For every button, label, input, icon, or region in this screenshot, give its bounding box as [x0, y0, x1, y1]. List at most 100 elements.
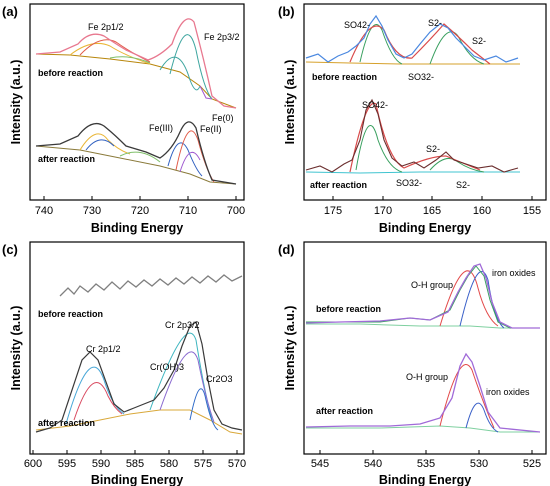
panel-a-ylabel: Intensity (a.u.)	[9, 60, 23, 145]
panel-d-before-fit	[306, 265, 540, 329]
panel-a: (a) Intensity (a.u.) Binding Energy 740 …	[2, 3, 245, 235]
panel-a-before-background	[35, 53, 237, 109]
panel-c-ticks: 600 595 590 585 580 575 570	[24, 450, 246, 470]
panel-a-xlabel: Binding Energy	[91, 221, 183, 235]
panel-d-xtick-label: 525	[523, 458, 541, 470]
panel-d-frame	[303, 241, 547, 455]
panel-a-annot-after: after reaction	[38, 154, 95, 164]
panel-b-after-baseline	[305, 171, 520, 174]
panel-a-after-raw	[35, 121, 237, 185]
panel-a-annot-fe2p12: Fe 2p1/2	[88, 22, 124, 32]
panel-a-annot-before: before reaction	[38, 68, 103, 78]
panel-c-xtick-label: 595	[58, 458, 76, 470]
panel-c-after-raw	[35, 321, 243, 433]
panel-c-annotations: before reaction Cr 2p3/2 Cr 2p1/2 Cr(OH)…	[38, 309, 233, 428]
panel-c-label: (c)	[2, 242, 18, 257]
panel-a-plot	[35, 18, 237, 185]
panel-c-annot-croh3: Cr(OH)3	[150, 362, 184, 372]
panel-a-after-component	[167, 142, 203, 177]
panel-d-after-oh-component	[439, 364, 495, 429]
panel-a-before-component	[199, 85, 213, 100]
panel-b-after-component	[355, 125, 403, 173]
panel-b-before-raw	[305, 14, 519, 63]
panel-d-after-raw	[305, 352, 541, 433]
panel-b-annot-s2-bot-1: S2-	[426, 144, 440, 154]
panel-d-after-baseline	[306, 425, 540, 433]
panel-a-after-component	[175, 130, 215, 183]
panel-b-label: (b)	[278, 4, 295, 19]
panel-b-frame	[303, 3, 547, 201]
panel-a-annot-feIII: Fe(III)	[149, 123, 173, 133]
panel-c-component	[189, 388, 219, 431]
panel-c-frame	[29, 241, 245, 455]
panel-c-annot-cr2p32: Cr 2p3/2	[165, 320, 200, 330]
panel-d-before-raw	[305, 263, 540, 329]
panel-a-xtick-label: 720	[131, 205, 149, 217]
panel-b-xtick-label: 155	[523, 205, 541, 217]
panel-a-after-component	[119, 151, 161, 163]
panel-b-before-component	[359, 24, 403, 65]
panel-c: (c) Intensity (a.u.) Binding Energy 600 …	[2, 241, 246, 486]
panel-c-annot-after: after reaction	[38, 418, 95, 428]
panel-c-fit	[65, 366, 125, 425]
panel-b-ticks: 175 170 165 160 155	[324, 196, 541, 217]
panel-c-xtick-label: 580	[160, 458, 178, 470]
panel-a-ticks: 740 730 720 710 700	[35, 196, 245, 217]
panel-b-annot-so4-bot: SO42-	[362, 100, 388, 110]
panel-d-after-iron-component	[465, 402, 499, 433]
panel-d-annot-iron-bot: iron oxides	[486, 387, 530, 397]
panel-c-xtick-label: 600	[24, 458, 42, 470]
panel-a-before-component	[159, 56, 201, 91]
panel-d-annotations: O-H group iron oxides before reaction O-…	[316, 268, 536, 416]
panel-b-annot-s2-bot-2: S2-	[456, 180, 470, 190]
panel-d-annot-oh-bot: O-H group	[406, 372, 448, 382]
panel-a-before-component	[69, 43, 151, 65]
panel-b-xlabel: Binding Energy	[379, 221, 471, 235]
panel-a-after-component	[79, 133, 131, 155]
panel-c-component	[73, 382, 123, 421]
panel-c-ylabel: Intensity (a.u.)	[9, 306, 23, 391]
panel-b-annotations: SO42- S2- S2- SO32- before reaction SO42…	[310, 18, 486, 190]
panel-d-xtick-label: 530	[470, 458, 488, 470]
panel-d-label: (d)	[278, 242, 295, 257]
panel-b-annot-after: after reaction	[310, 180, 367, 190]
panel-a-annot-fe0: Fe(0)	[212, 113, 234, 123]
panel-b: (b) Intensity (a.u.) Binding Energy 175 …	[278, 3, 547, 235]
panel-b-xtick-label: 175	[324, 205, 342, 217]
panel-d-annot-after: after reaction	[316, 406, 373, 416]
panel-b-annot-s2-top-1: S2-	[428, 18, 442, 28]
panel-d-xtick-label: 535	[417, 458, 435, 470]
panel-c-xlabel: Binding Energy	[91, 473, 183, 486]
panel-d-xtick-label: 540	[364, 458, 382, 470]
panel-a-xtick-label: 700	[227, 205, 245, 217]
panel-d-ylabel: Intensity (a.u.)	[283, 306, 297, 391]
panel-a-xtick-label: 740	[35, 205, 53, 217]
panel-c-xtick-label: 570	[228, 458, 246, 470]
panel-a-xtick-label: 710	[179, 205, 197, 217]
panel-d-before-iron-component	[459, 271, 505, 329]
panel-c-before-raw	[59, 274, 243, 297]
panel-a-before-raw	[35, 18, 237, 109]
panel-a-xtick-label: 730	[83, 205, 101, 217]
panel-c-xtick-label: 590	[92, 458, 110, 470]
panel-b-before-background	[305, 61, 520, 65]
panel-d-xlabel: Binding Energy	[379, 473, 471, 486]
panel-b-xtick-label: 160	[473, 205, 491, 217]
panel-b-xtick-label: 165	[423, 205, 441, 217]
panel-b-annot-s2-top-2: S2-	[472, 36, 486, 46]
panel-b-annot-before: before reaction	[312, 72, 377, 82]
panel-d: (d) Intensity (a.u.) Binding Energy 545 …	[278, 241, 547, 486]
panel-a-before-component	[109, 56, 151, 64]
panel-b-annot-so3-top: SO32-	[408, 72, 434, 82]
panel-c-xtick-label: 575	[194, 458, 212, 470]
panel-d-annot-before: before reaction	[316, 304, 381, 314]
panel-c-component	[159, 351, 215, 423]
panel-d-xtick-label: 545	[311, 458, 329, 470]
panel-c-annot-cr2p12: Cr 2p1/2	[86, 344, 121, 354]
panel-a-before-component	[169, 34, 213, 100]
panel-b-after-component	[429, 157, 485, 173]
panel-a-annotations: Fe 2p1/2 Fe 2p3/2 before reaction Fe(0) …	[38, 22, 240, 164]
panel-c-annot-cr2o3: Cr2O3	[206, 374, 233, 384]
panel-a-frame	[29, 3, 245, 201]
